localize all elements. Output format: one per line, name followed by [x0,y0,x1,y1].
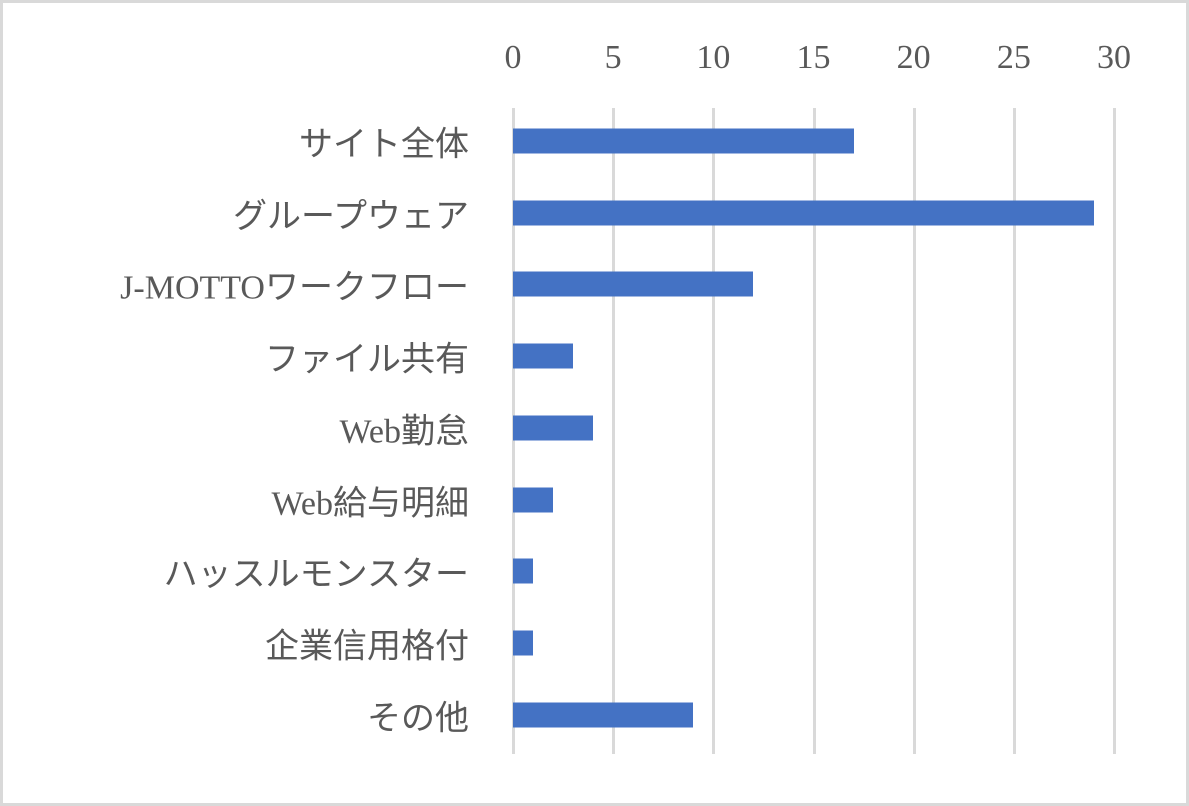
x-tick-label: 5 [604,39,622,76]
category-label: グループウェア [233,198,469,236]
gridline [912,108,916,754]
x-tick-label: 25 [996,39,1031,76]
gridline [1113,108,1116,754]
bar [513,415,594,441]
bar [513,630,534,656]
gridline [612,108,616,754]
bar [513,558,534,584]
x-tick-label: 30 [1097,39,1131,76]
gridline [712,108,716,754]
bar [513,200,1094,226]
bar [513,702,694,728]
category-label: サイト全体 [299,126,469,164]
category-label: その他 [367,700,469,738]
category-label: ファイル共有 [265,341,469,379]
gridline [1012,108,1016,754]
bar [513,128,854,154]
category-label: J-MOTTOワークフロー [120,269,469,307]
x-tick-label: 20 [896,39,931,76]
x-tick-label: 15 [796,39,831,76]
x-tick-label: 0 [504,39,522,76]
bar [513,271,754,297]
gridline [812,108,816,754]
category-label: ハッスルモンスター [163,556,469,594]
x-tick-label: 10 [696,39,731,76]
category-label: Web給与明細 [271,485,469,522]
category-label: Web勤怠 [339,413,469,451]
bar [513,487,554,512]
category-label: 企業信用格付 [265,628,469,666]
bar [513,343,574,369]
